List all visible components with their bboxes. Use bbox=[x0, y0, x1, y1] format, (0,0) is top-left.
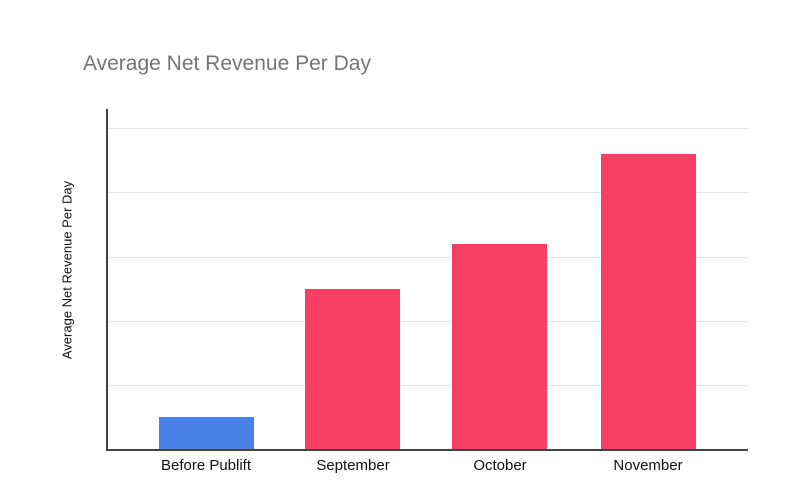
x-axis-label-before-publift: Before Publift bbox=[160, 457, 252, 474]
gridline bbox=[108, 321, 748, 322]
plot-area bbox=[106, 109, 748, 451]
gridline bbox=[108, 257, 748, 258]
bar-october bbox=[452, 244, 547, 449]
gridline bbox=[108, 385, 748, 386]
y-axis-title: Average Net Revenue Per Day bbox=[59, 180, 75, 360]
bar-september bbox=[305, 289, 400, 449]
x-axis-label-november: November bbox=[613, 457, 683, 474]
bar-november bbox=[601, 154, 696, 449]
x-axis-label-october: October bbox=[473, 457, 527, 474]
bar-before-publift bbox=[159, 417, 254, 449]
gridline bbox=[108, 128, 748, 129]
chart-title: Average Net Revenue Per Day bbox=[83, 52, 371, 75]
x-axis-label-september: September bbox=[316, 457, 390, 474]
x-axis-labels: Before Publift September October November bbox=[0, 457, 800, 477]
gridline bbox=[108, 192, 748, 193]
